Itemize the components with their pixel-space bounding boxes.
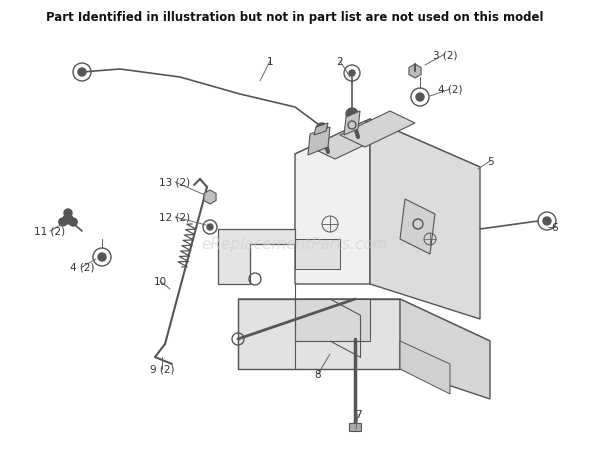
Text: 4 (2): 4 (2) <box>70 263 94 272</box>
Polygon shape <box>295 120 480 200</box>
Text: 2: 2 <box>337 57 343 67</box>
Text: 1: 1 <box>267 57 273 67</box>
Circle shape <box>78 69 86 77</box>
Polygon shape <box>400 299 490 399</box>
Polygon shape <box>308 128 330 156</box>
Circle shape <box>349 71 355 77</box>
Text: 13 (2): 13 (2) <box>159 178 191 188</box>
Polygon shape <box>340 112 415 148</box>
Polygon shape <box>310 122 390 160</box>
Polygon shape <box>238 299 490 341</box>
Circle shape <box>316 124 328 136</box>
Polygon shape <box>314 124 328 136</box>
Text: 12 (2): 12 (2) <box>159 213 191 223</box>
Polygon shape <box>218 230 295 285</box>
Polygon shape <box>295 120 370 285</box>
Circle shape <box>416 94 424 102</box>
Polygon shape <box>400 200 435 254</box>
Polygon shape <box>295 299 370 341</box>
Circle shape <box>346 109 358 121</box>
Circle shape <box>59 218 67 226</box>
Text: 9 (2): 9 (2) <box>150 364 174 374</box>
Circle shape <box>63 214 73 224</box>
Text: Part Identified in illustration but not in part list are not used on this model: Part Identified in illustration but not … <box>46 11 544 24</box>
Polygon shape <box>409 65 421 79</box>
Text: 10: 10 <box>153 276 166 286</box>
Text: 7: 7 <box>355 409 361 419</box>
Circle shape <box>64 210 72 218</box>
Polygon shape <box>238 299 400 369</box>
Polygon shape <box>400 341 450 394</box>
Circle shape <box>98 253 106 262</box>
Text: 5: 5 <box>487 157 493 167</box>
Polygon shape <box>370 120 480 319</box>
Text: 8: 8 <box>314 369 322 379</box>
Polygon shape <box>344 112 360 136</box>
Text: 4 (2): 4 (2) <box>438 85 462 95</box>
Text: 6: 6 <box>552 223 558 233</box>
Circle shape <box>69 218 77 226</box>
Polygon shape <box>204 190 216 205</box>
Circle shape <box>207 224 213 230</box>
Text: 11 (2): 11 (2) <box>34 226 65 236</box>
Polygon shape <box>349 423 361 431</box>
Circle shape <box>543 218 551 225</box>
Polygon shape <box>295 240 340 269</box>
Text: 3 (2): 3 (2) <box>432 50 457 60</box>
Text: eReplacementParts.com: eReplacementParts.com <box>202 237 388 252</box>
